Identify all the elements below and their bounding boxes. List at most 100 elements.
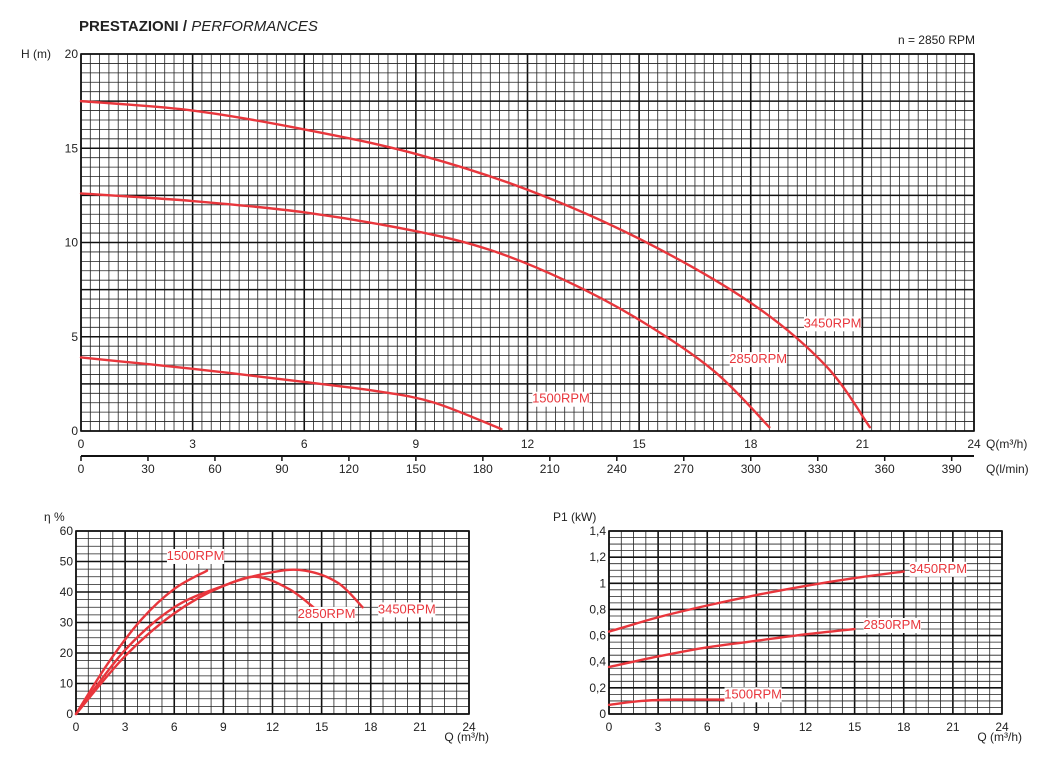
y-tick-label: 15	[65, 141, 79, 155]
x2-tick-label: 180	[473, 462, 493, 476]
plot-frame	[608, 530, 1003, 715]
x-tick-label: 0	[606, 720, 613, 734]
y-tick-label: 10	[65, 236, 79, 250]
curve-label-bg	[729, 352, 787, 368]
x-tick-label: 9	[753, 720, 760, 734]
y-tick-label: 1,2	[589, 550, 606, 564]
curve-label-bg	[532, 391, 590, 407]
x-tick-label: 3	[655, 720, 662, 734]
curve-label-3450RPM: 3450RPM	[378, 601, 436, 616]
curve-3450RPM	[74, 568, 364, 716]
x-tick-label: 15	[315, 720, 329, 734]
curve-label-1500RPM: 1500RPM	[724, 686, 782, 701]
y-tick-label: 40	[60, 585, 74, 599]
y-tick-label: 5	[71, 330, 78, 344]
x-tick-label: 6	[704, 720, 711, 734]
y-axis-title: P1 (kW)	[553, 510, 596, 524]
plot-frame	[80, 53, 975, 432]
x2-tick-label: 240	[607, 462, 627, 476]
x-axis-title: Q (m³/h)	[444, 730, 489, 744]
x-tick-label: 9	[413, 437, 420, 451]
x-tick-label: 12	[799, 720, 813, 734]
curve-1500RPM	[74, 569, 209, 716]
curve-label-bg	[804, 316, 862, 332]
curve-1500RPM	[607, 698, 725, 707]
x-axis-title: Q(m³/h)	[986, 437, 1027, 451]
x-tick-label: 21	[413, 720, 427, 734]
curve-3450RPM	[607, 570, 905, 633]
x-tick-label: 3	[122, 720, 129, 734]
x-axis-title: Q (m³/h)	[977, 730, 1022, 744]
x-tick-label: 3	[189, 437, 196, 451]
x2-tick-label: 210	[540, 462, 560, 476]
x-tick-label: 18	[897, 720, 911, 734]
x-tick-label: 9	[220, 720, 227, 734]
x-tick-label: 24	[995, 720, 1009, 734]
y-tick-label: 50	[60, 555, 74, 569]
grid	[608, 530, 1003, 715]
y-tick-label: 0	[71, 424, 78, 438]
grid	[75, 530, 470, 715]
y-tick-label: 0,8	[589, 602, 606, 616]
x-tick-label: 0	[78, 437, 85, 451]
y-tick-label: 20	[60, 646, 74, 660]
curve-label-3450RPM: 3450RPM	[804, 315, 862, 330]
x2-axis-title: Q(l/min)	[986, 462, 1029, 476]
y-tick-label: 1,4	[589, 524, 606, 538]
curve-label-2850RPM: 2850RPM	[863, 617, 921, 632]
title-english: PERFORMANCES	[191, 18, 318, 35]
curve-label-1500RPM: 1500RPM	[167, 548, 225, 563]
y-tick-label: 0,2	[589, 681, 606, 695]
curve-label-3450RPM: 3450RPM	[909, 561, 967, 576]
x-tick-label: 15	[632, 437, 646, 451]
curve-2850RPM	[607, 627, 856, 669]
x2-tick-label: 60	[208, 462, 222, 476]
x2-tick-label: 360	[875, 462, 895, 476]
y-tick-label: 0,6	[589, 629, 606, 643]
y-axis-title: H (m)	[21, 47, 51, 61]
curve-label-bg	[297, 606, 356, 622]
y-tick-label: 30	[60, 616, 74, 630]
y-tick-label: 1	[599, 576, 606, 590]
x-tick-label: 24	[967, 437, 981, 451]
y-tick-label: 60	[60, 524, 74, 538]
x-tick-label: 12	[521, 437, 535, 451]
curve-label-bg	[724, 687, 782, 703]
y-tick-label: 0,4	[589, 655, 606, 669]
plot-frame	[75, 530, 470, 715]
curve-label-bg	[863, 618, 921, 634]
curve-3450RPM	[79, 99, 872, 429]
x2-tick-label: 0	[78, 462, 85, 476]
x2-tick-label: 330	[808, 462, 828, 476]
x2-tick-label: 270	[674, 462, 694, 476]
curve-1500RPM	[79, 356, 503, 431]
x-tick-label: 6	[301, 437, 308, 451]
x-tick-label: 21	[856, 437, 870, 451]
x2-tick-label: 90	[275, 462, 289, 476]
x-tick-label: 21	[946, 720, 960, 734]
chart-efficiency: 0 3 6 9 12 15 18 21 24 0 10 20 30 40 50 60η % Q (m³/h) 15…	[44, 510, 489, 744]
chart-title: PRESTAZIONI / PERFORMANCES	[79, 18, 318, 35]
curve-label-bg	[378, 602, 436, 618]
x2-tick-label: 150	[406, 462, 426, 476]
x-tick-label: 6	[171, 720, 178, 734]
curve-label-2850RPM: 2850RPM	[298, 606, 356, 621]
y-tick-label: 0	[66, 707, 73, 721]
speed-label: n = 2850 RPM	[897, 33, 975, 47]
y-tick-label: 0	[599, 707, 606, 721]
chart-power: 0 3 6 9 12 15 18 21 24 0 0,2 0,4 0,6 0,8 1 1,2 1,4P1 (kW…	[553, 510, 1022, 744]
x-tick-label: 18	[744, 437, 758, 451]
curve-label-1500RPM: 1500RPM	[532, 391, 590, 406]
x-tick-label: 24	[462, 720, 476, 734]
title-separator: /	[182, 18, 188, 35]
curve-label-bg	[166, 548, 225, 564]
x2-tick-label: 120	[339, 462, 359, 476]
grid	[80, 53, 975, 432]
x-tick-label: 18	[364, 720, 378, 734]
x-tick-label: 15	[848, 720, 862, 734]
x2-tick-label: 390	[942, 462, 962, 476]
x2-tick-label: 300	[741, 462, 761, 476]
title-italian: PRESTAZIONI	[79, 18, 179, 35]
